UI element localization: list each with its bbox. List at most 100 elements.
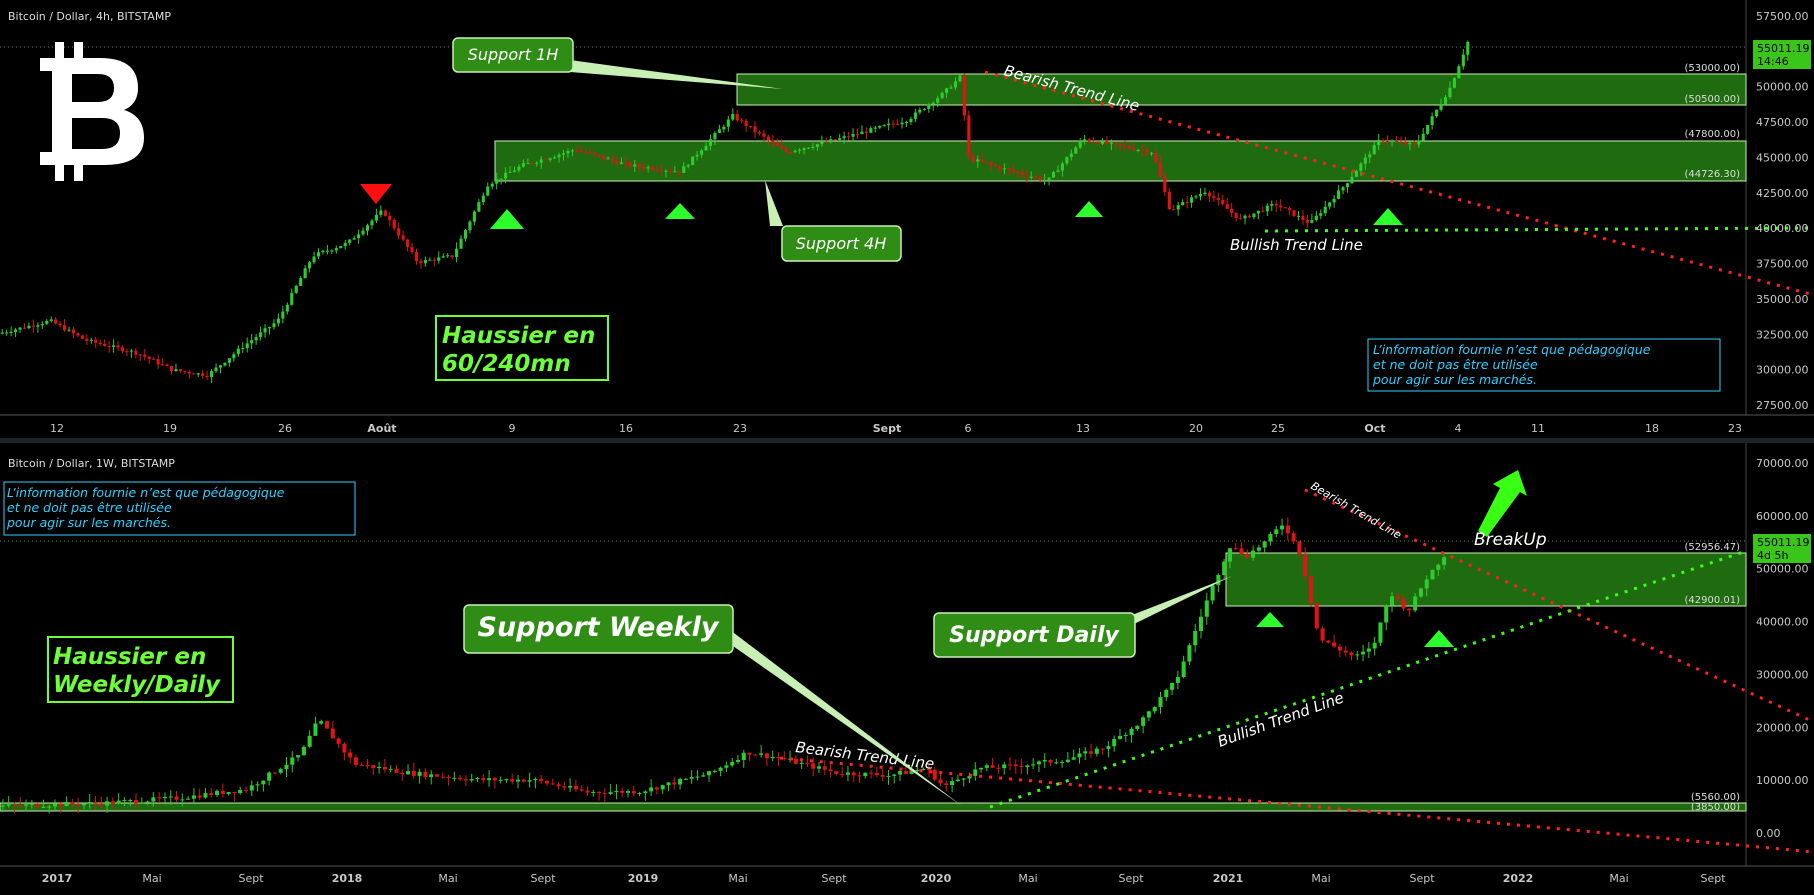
candle-body bbox=[824, 141, 828, 143]
candle-body bbox=[1190, 197, 1194, 203]
candle-body bbox=[1198, 616, 1204, 631]
candle-body bbox=[620, 790, 625, 793]
candle-body bbox=[5, 332, 9, 334]
candle-body bbox=[776, 757, 781, 759]
candle-body bbox=[735, 760, 740, 762]
candle-body bbox=[1239, 217, 1243, 219]
candle-body bbox=[744, 120, 748, 127]
top-price-tag-value: 55011.19 bbox=[1757, 42, 1810, 55]
candle-body bbox=[414, 252, 419, 262]
candle-body bbox=[1176, 205, 1180, 210]
candle-body bbox=[145, 801, 150, 803]
candle-body bbox=[1389, 596, 1395, 606]
candle-body bbox=[203, 793, 208, 798]
pane-separator[interactable] bbox=[0, 438, 1814, 443]
candle-body bbox=[1233, 548, 1238, 550]
candle-body bbox=[156, 359, 160, 365]
candle-body bbox=[643, 791, 648, 794]
top-zone-labels: (53000.00) (50500.00) (47800.00) (44726.30) bbox=[1684, 63, 1740, 180]
candle-body bbox=[352, 238, 356, 240]
candle-body bbox=[1314, 602, 1319, 629]
candle-body bbox=[1332, 642, 1337, 647]
date-axis-label: 11 bbox=[1531, 422, 1545, 435]
candle-body bbox=[749, 126, 753, 128]
candle-body bbox=[1145, 150, 1149, 154]
bottom-price-axis: 70000.00 60000.00 50000.00 40000.00 30000.00… bbox=[1756, 457, 1809, 840]
candle-body bbox=[909, 118, 913, 123]
candle-body bbox=[1378, 622, 1383, 643]
candle-body bbox=[961, 778, 966, 780]
candle-body bbox=[1292, 210, 1296, 216]
top-note-box bbox=[1367, 338, 1721, 392]
candle-body bbox=[1377, 139, 1381, 146]
candle-body bbox=[18, 804, 23, 806]
bottom-zone-labels: (52956.47) (42900.01) (5560.00)(3850.00) bbox=[1684, 542, 1740, 813]
candle-body bbox=[361, 230, 365, 235]
candle-body bbox=[1270, 203, 1274, 206]
candle-body bbox=[1355, 654, 1360, 656]
candle-body bbox=[637, 793, 642, 795]
candle-body bbox=[186, 798, 191, 800]
candle-body bbox=[1247, 215, 1252, 218]
candle-body bbox=[267, 772, 272, 781]
date-axis-label: Mai bbox=[1311, 872, 1330, 885]
candle-body bbox=[370, 220, 374, 226]
candle-body bbox=[1452, 78, 1456, 88]
date-axis-label: 2020 bbox=[921, 872, 952, 885]
candle-body bbox=[458, 777, 463, 780]
candle-body bbox=[1337, 190, 1341, 199]
support-weekly-pointer bbox=[710, 630, 962, 806]
candle-body bbox=[1252, 213, 1256, 218]
candle-body bbox=[218, 365, 223, 368]
candle-body bbox=[1123, 145, 1127, 147]
candle-body bbox=[214, 367, 218, 372]
candle-body bbox=[243, 789, 249, 791]
candle-body bbox=[508, 171, 512, 173]
candle-body bbox=[209, 793, 214, 795]
candle-body bbox=[955, 779, 960, 782]
candle-body bbox=[122, 800, 127, 802]
candle-body bbox=[481, 778, 486, 781]
candle-body bbox=[1019, 766, 1024, 768]
date-axis-label: Mai bbox=[728, 872, 747, 885]
candle-body bbox=[1251, 550, 1256, 558]
candle-body bbox=[1083, 751, 1088, 754]
candle-body bbox=[863, 772, 868, 777]
candle-body bbox=[128, 800, 133, 802]
candle-body bbox=[1043, 179, 1047, 181]
candle-body bbox=[1430, 569, 1435, 580]
candle-body bbox=[1149, 152, 1154, 154]
candle-body bbox=[1350, 176, 1354, 184]
candle-body bbox=[116, 800, 121, 804]
candle-body bbox=[682, 166, 686, 173]
candle-body bbox=[499, 178, 503, 180]
candle-body bbox=[353, 757, 358, 765]
candle-body bbox=[940, 92, 944, 99]
candle-body bbox=[1448, 87, 1452, 98]
candle-body bbox=[294, 285, 298, 293]
date-axis-label: Mai bbox=[1018, 872, 1037, 885]
date-axis-label: 19 bbox=[163, 422, 177, 435]
candle-body bbox=[847, 136, 851, 138]
candle-body bbox=[903, 771, 908, 774]
candle-body bbox=[512, 170, 517, 172]
candle-body bbox=[689, 777, 694, 779]
candle-body bbox=[918, 109, 922, 113]
candle-body bbox=[125, 351, 129, 353]
candle-body bbox=[226, 792, 231, 794]
candle-body bbox=[1442, 557, 1447, 565]
bottom-note-line1: L’information fournie n’est que pédagogi… bbox=[7, 485, 285, 500]
candle-body bbox=[18, 327, 22, 330]
bottom-note-box bbox=[3, 481, 356, 536]
candle-body bbox=[655, 169, 659, 171]
candle-body bbox=[1118, 143, 1122, 146]
candle-body bbox=[615, 160, 619, 164]
candle-body bbox=[1418, 588, 1423, 597]
candle-body bbox=[784, 148, 788, 153]
candle-body bbox=[1034, 176, 1038, 178]
candle-body bbox=[1185, 202, 1189, 204]
candle-body bbox=[1390, 140, 1394, 142]
candle-body bbox=[1363, 157, 1367, 164]
candle-body bbox=[990, 765, 995, 768]
candle-body bbox=[944, 783, 949, 786]
